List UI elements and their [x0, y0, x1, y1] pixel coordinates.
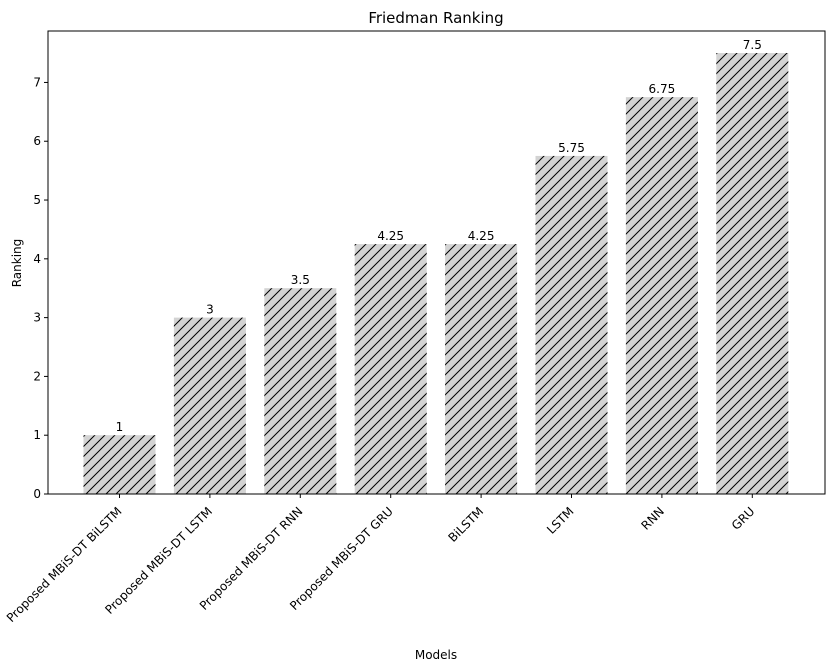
chart-title: Friedman Ranking [368, 9, 503, 27]
bar-value-label: 4.25 [468, 229, 495, 243]
y-tick-label: 7 [33, 75, 41, 89]
y-tick-label: 5 [33, 193, 41, 207]
bar-value-label: 4.25 [377, 229, 404, 243]
bar-value-label: 3.5 [291, 273, 310, 287]
bar-value-label: 6.75 [649, 82, 676, 96]
bar-hatch [264, 288, 337, 494]
y-tick-label: 2 [33, 369, 41, 383]
plot-frame [47, 30, 826, 495]
bar-hatch [625, 97, 698, 495]
x-tick-label: RNN [639, 504, 667, 532]
x-tick-label: Proposed MBiS-DT RNN [197, 504, 306, 613]
x-tick-label: Proposed MBiS-DT GRU [287, 504, 396, 613]
y-tick-label: 1 [33, 428, 41, 442]
bar-hatch [445, 244, 518, 494]
y-axis-label: Ranking [10, 239, 24, 288]
x-tick-label: Proposed MBiS-DT LSTM [102, 504, 215, 617]
x-tick-label: LSTM [544, 504, 577, 537]
bar-value-label: 7.5 [743, 38, 762, 52]
bar-value-label: 3 [206, 303, 214, 317]
bar-hatch [173, 317, 246, 494]
x-axis-label: Models [415, 648, 457, 662]
bars-group: 1 3 3.5 4.25 4.25 5.75 6.75 7.5 [83, 38, 789, 495]
bar-value-label: 1 [116, 420, 124, 434]
bar-value-label: 5.75 [558, 141, 585, 155]
y-tick-label: 3 [33, 311, 41, 325]
y-tick-label: 0 [33, 487, 41, 501]
bar-hatch [716, 53, 789, 495]
bar-hatch [83, 435, 156, 494]
y-tick-label: 6 [33, 134, 41, 148]
bar-hatch [535, 155, 608, 494]
bar-hatch [354, 244, 427, 494]
x-tick-label: BiLSTM [446, 504, 487, 545]
y-tick-label: 4 [33, 252, 41, 266]
x-tick-label: GRU [729, 504, 758, 533]
